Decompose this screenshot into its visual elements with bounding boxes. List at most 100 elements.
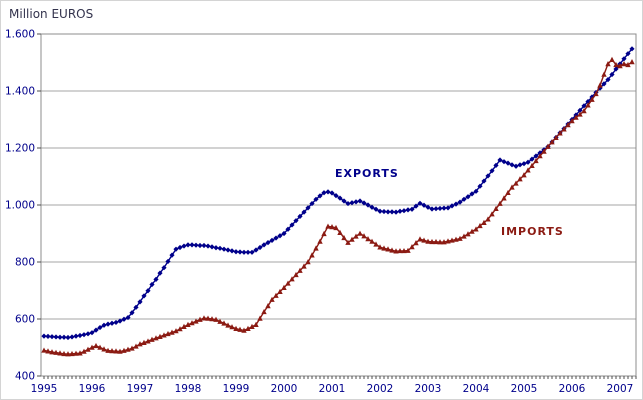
exports-marker [101,322,107,328]
exports-marker [173,246,179,252]
exports-marker [497,157,503,163]
exports-marker [525,159,531,165]
imports-line [43,58,633,355]
imports-marker [101,346,107,352]
exports-marker [429,206,435,212]
imports-marker [513,180,519,186]
imports-marker [109,348,115,354]
imports-marker [221,320,227,326]
exports-marker [337,195,343,201]
exports-marker [245,249,251,255]
imports-marker [113,348,119,354]
imports-marker [397,247,403,254]
exports-marker [445,205,451,211]
exports-marker [385,209,391,215]
exports-series [41,46,635,341]
imports-marker [41,347,47,353]
exports-marker [381,208,387,215]
exports-marker [133,304,139,310]
imports-marker [453,236,459,242]
x-tick-label: 1995 [31,383,58,395]
imports-marker [561,126,567,132]
imports-marker [165,330,171,337]
imports-marker [197,316,203,322]
imports-marker [489,211,495,217]
imports-marker [105,347,111,353]
exports-marker [221,246,227,252]
imports-marker [353,233,359,239]
exports-marker [269,237,275,243]
y-tick-label: 800 [15,257,35,269]
exports-marker [57,334,63,340]
exports-marker [285,226,291,232]
exports-marker [513,163,519,169]
imports-marker [309,252,315,258]
exports-marker [45,333,51,339]
imports-marker [461,233,467,239]
imports-marker [225,322,231,328]
imports-marker [81,348,87,354]
imports-marker [213,316,219,322]
imports-marker [509,184,515,190]
imports-series [41,56,635,357]
exports-marker [453,201,459,207]
exports-marker [517,162,523,168]
y-tick-label: 1.400 [5,86,35,98]
exports-marker [233,249,239,255]
imports-marker [469,228,475,234]
exports-marker [477,183,483,189]
imports-marker [377,244,383,250]
imports-marker [449,237,455,243]
x-tick-label: 2001 [319,383,346,395]
imports-marker [149,336,155,342]
imports-marker [349,236,355,242]
exports-marker [341,198,347,204]
imports-series-label: IMPORTS [501,225,564,238]
exports-marker [125,314,131,321]
imports-marker [493,205,499,212]
exports-marker [61,334,67,340]
imports-marker [533,157,539,164]
imports-marker [569,118,575,124]
exports-marker [257,244,263,251]
imports-marker [57,350,63,356]
exports-marker [41,333,47,339]
exports-marker [177,244,183,251]
imports-marker [457,235,463,241]
exports-marker [365,202,371,208]
exports-marker [505,160,511,166]
imports-marker [393,248,399,254]
exports-marker [181,243,187,249]
imports-marker [201,315,207,321]
exports-marker [309,200,315,207]
exports-marker [501,159,507,165]
exports-marker [49,334,55,340]
exports-marker [197,242,203,249]
imports-marker [421,237,427,243]
imports-marker [49,349,55,355]
exports-marker [469,191,475,197]
exports-marker [97,324,103,331]
imports-marker [121,347,127,353]
imports-marker [217,318,223,324]
exports-marker [433,206,439,212]
exports-marker [325,189,331,195]
imports-marker [133,343,139,349]
exports-marker [521,161,527,167]
x-tick-label: 1997 [127,383,154,395]
exports-marker [121,316,127,322]
imports-marker [325,223,331,229]
exports-marker [485,173,491,179]
imports-marker [137,341,143,347]
imports-marker [441,239,447,245]
imports-marker [301,263,307,269]
imports-marker [285,280,291,286]
imports-marker [593,90,599,97]
imports-marker [597,82,603,88]
exports-marker [73,333,79,339]
imports-marker [617,63,623,69]
exports-marker [205,243,211,249]
exports-marker [277,233,283,239]
exports-marker [581,103,587,109]
